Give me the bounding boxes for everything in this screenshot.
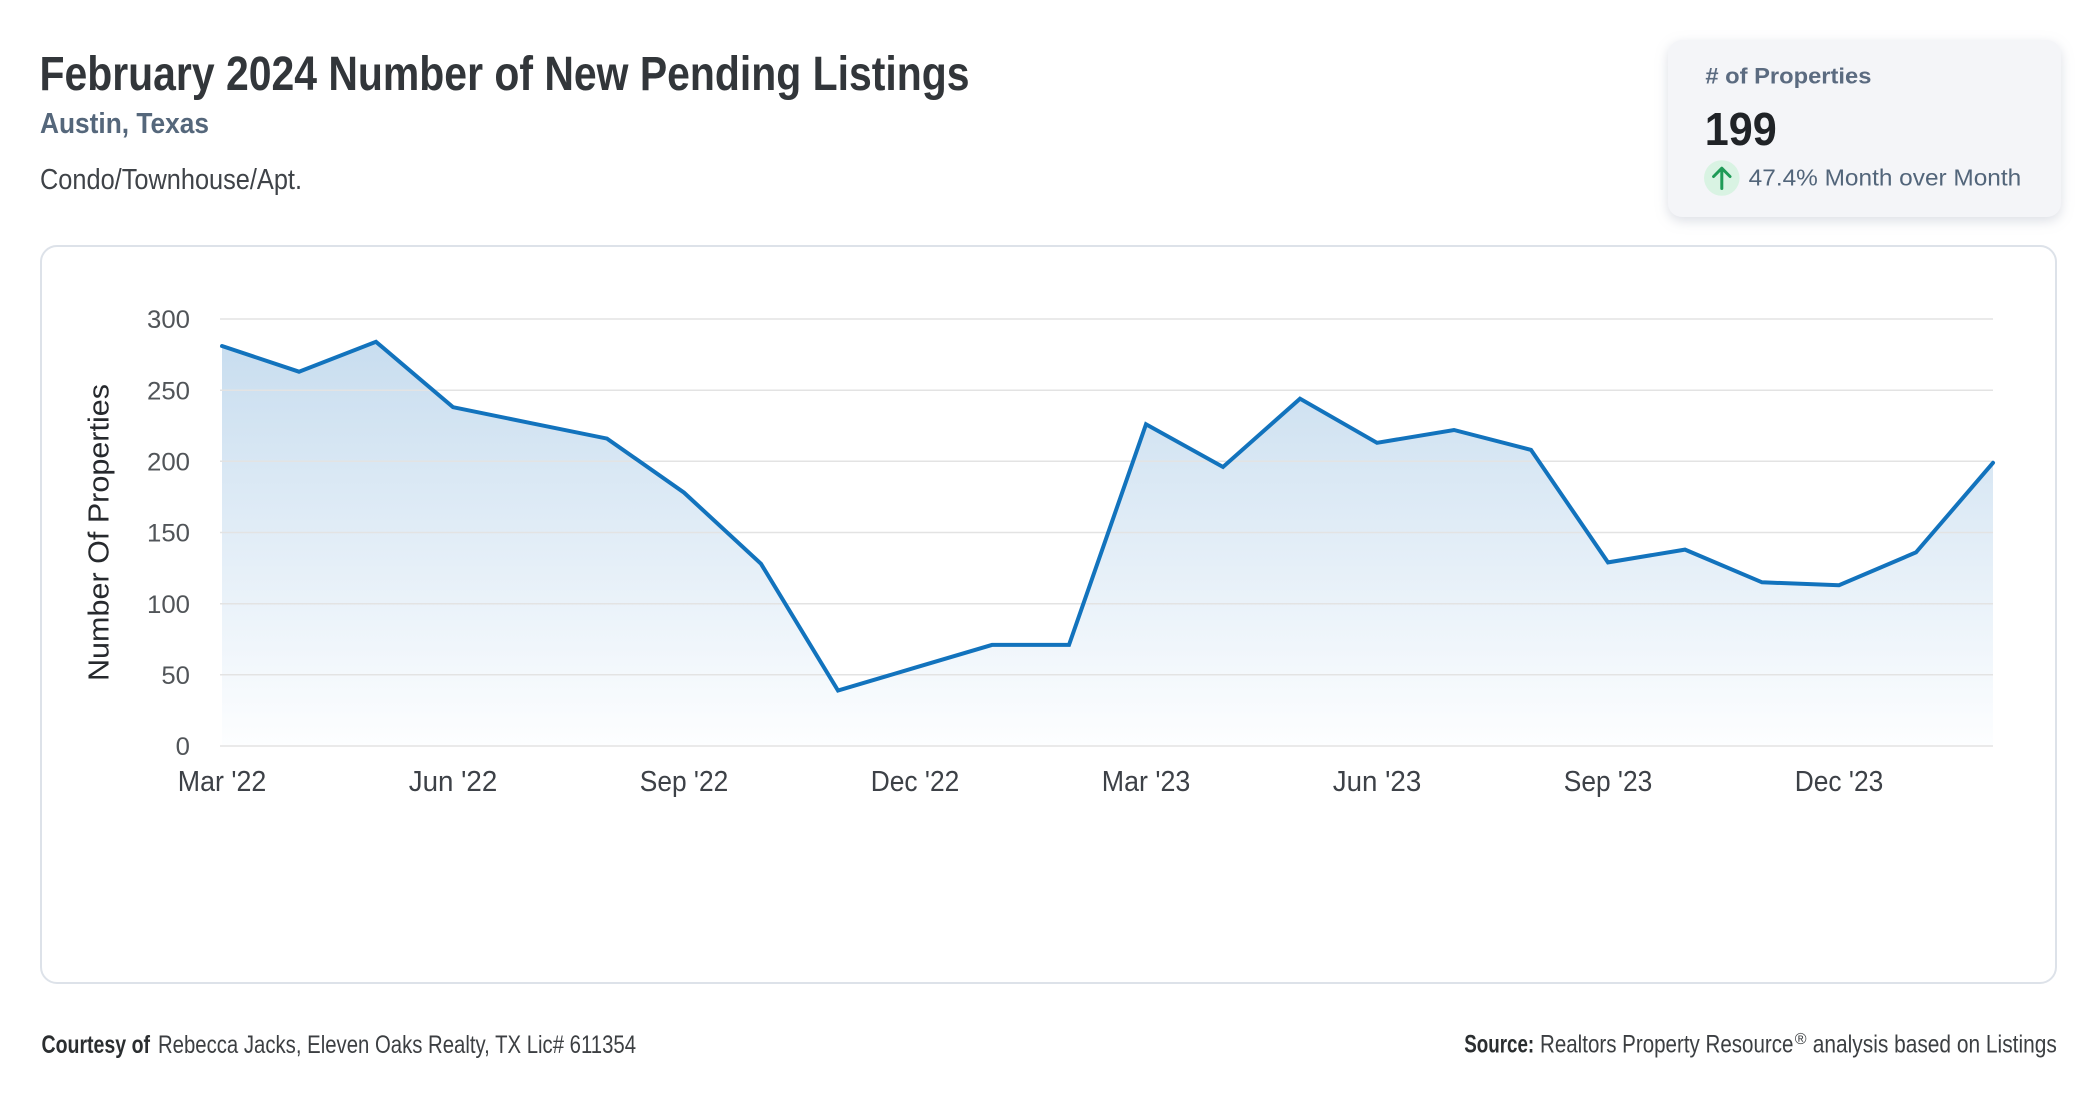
svg-text:®: ® bbox=[1795, 1031, 1807, 1048]
svg-text:Source:: Source: bbox=[1464, 1031, 1534, 1059]
svg-text:Jun '22: Jun '22 bbox=[409, 765, 498, 797]
svg-text:Realtors Property Resource: Realtors Property Resource bbox=[1540, 1031, 1793, 1059]
svg-text:50: 50 bbox=[161, 662, 190, 690]
svg-text:100: 100 bbox=[147, 591, 190, 619]
svg-text:Number Of Properties: Number Of Properties bbox=[84, 384, 116, 681]
svg-text:Jun '23: Jun '23 bbox=[1333, 765, 1422, 797]
svg-text:0: 0 bbox=[176, 733, 190, 761]
svg-text:250: 250 bbox=[147, 377, 190, 405]
svg-text:300: 300 bbox=[147, 306, 190, 334]
svg-text:February 2024 Number of New Pe: February 2024 Number of New Pending List… bbox=[40, 47, 970, 101]
svg-text:Mar '23: Mar '23 bbox=[1102, 765, 1191, 797]
svg-text:Courtesy of: Courtesy of bbox=[42, 1031, 151, 1059]
svg-text:Austin, Texas: Austin, Texas bbox=[40, 108, 209, 140]
svg-text:Condo/Townhouse/Apt.: Condo/Townhouse/Apt. bbox=[40, 164, 302, 196]
svg-text:analysis based on Listings: analysis based on Listings bbox=[1813, 1031, 2057, 1059]
svg-text:199: 199 bbox=[1705, 103, 1777, 155]
svg-text:150: 150 bbox=[147, 520, 190, 548]
svg-text:Dec '22: Dec '22 bbox=[871, 765, 960, 797]
svg-text:200: 200 bbox=[147, 449, 190, 477]
svg-text:Rebecca Jacks, Eleven Oaks Rea: Rebecca Jacks, Eleven Oaks Realty, TX Li… bbox=[158, 1031, 636, 1059]
svg-text:Sep '22: Sep '22 bbox=[640, 765, 729, 797]
svg-text:Mar '22: Mar '22 bbox=[178, 765, 267, 797]
svg-text:Dec '23: Dec '23 bbox=[1795, 765, 1884, 797]
svg-text:47.4% Month over Month: 47.4% Month over Month bbox=[1749, 164, 2022, 190]
svg-text:Sep '23: Sep '23 bbox=[1564, 765, 1653, 797]
svg-text:# of Properties: # of Properties bbox=[1705, 64, 1871, 89]
